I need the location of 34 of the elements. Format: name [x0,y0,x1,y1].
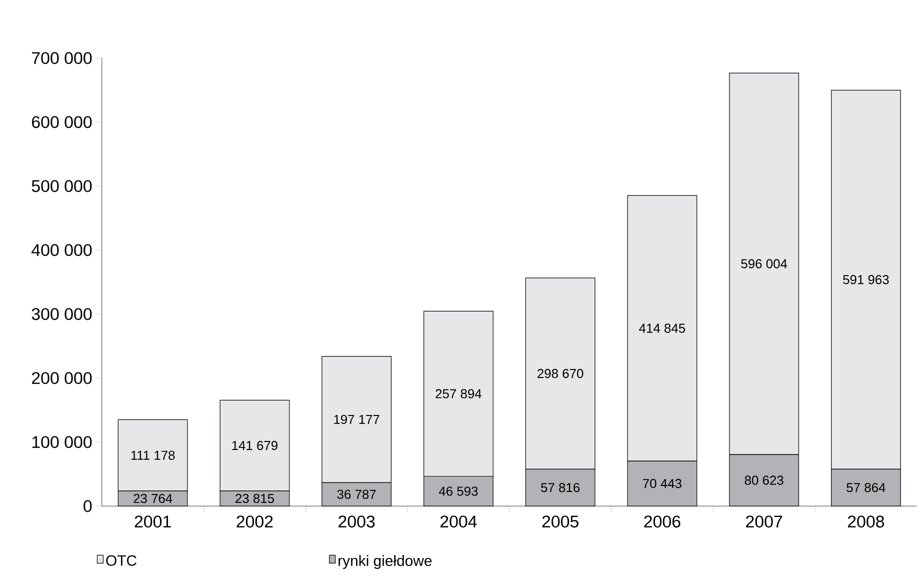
y-tick-label: 500 000 [32,180,92,192]
x-tick-label: 2005 [542,516,578,528]
data-label: 57 864 [846,482,886,492]
data-label: 414 845 [639,324,686,333]
data-label: 298 670 [538,368,584,378]
y-tick-label: 300 000 [32,308,92,320]
x-tick-label: 2001 [134,516,171,528]
x-tick-label: 2004 [440,516,477,528]
x-tick-label: 2006 [644,516,680,528]
y-tick-label: 700 000 [32,52,92,64]
x-tick-label: 2002 [236,516,273,528]
data-label: 80 623 [744,476,784,485]
legend-label: rynki giełdowe [338,555,432,569]
legend-label: OTC [106,555,136,566]
data-label: 36 787 [337,490,376,499]
data-label: 23 764 [134,494,172,504]
y-tick-label: 400 000 [32,244,92,256]
y-tick-label: 600 000 [32,116,92,128]
data-label: 596 004 [741,259,788,268]
data-label: 23 815 [236,494,274,504]
y-tick-label: 200 000 [32,372,92,384]
data-label: 197 177 [334,414,380,424]
x-tick-label: 2007 [746,516,782,528]
data-label: 70 443 [643,478,682,488]
data-label: 57 816 [541,482,580,492]
y-tick-label: 0 [84,500,92,512]
data-label: 111 178 [131,450,175,460]
data-label: 591 963 [843,275,889,284]
data-label: 46 593 [438,486,478,496]
data-label: 257 894 [436,389,482,398]
x-tick-label: 2003 [338,516,375,528]
data-label: 141 679 [232,440,278,450]
x-tick-label: 2008 [848,516,884,528]
y-tick-label: 100 000 [32,436,92,448]
